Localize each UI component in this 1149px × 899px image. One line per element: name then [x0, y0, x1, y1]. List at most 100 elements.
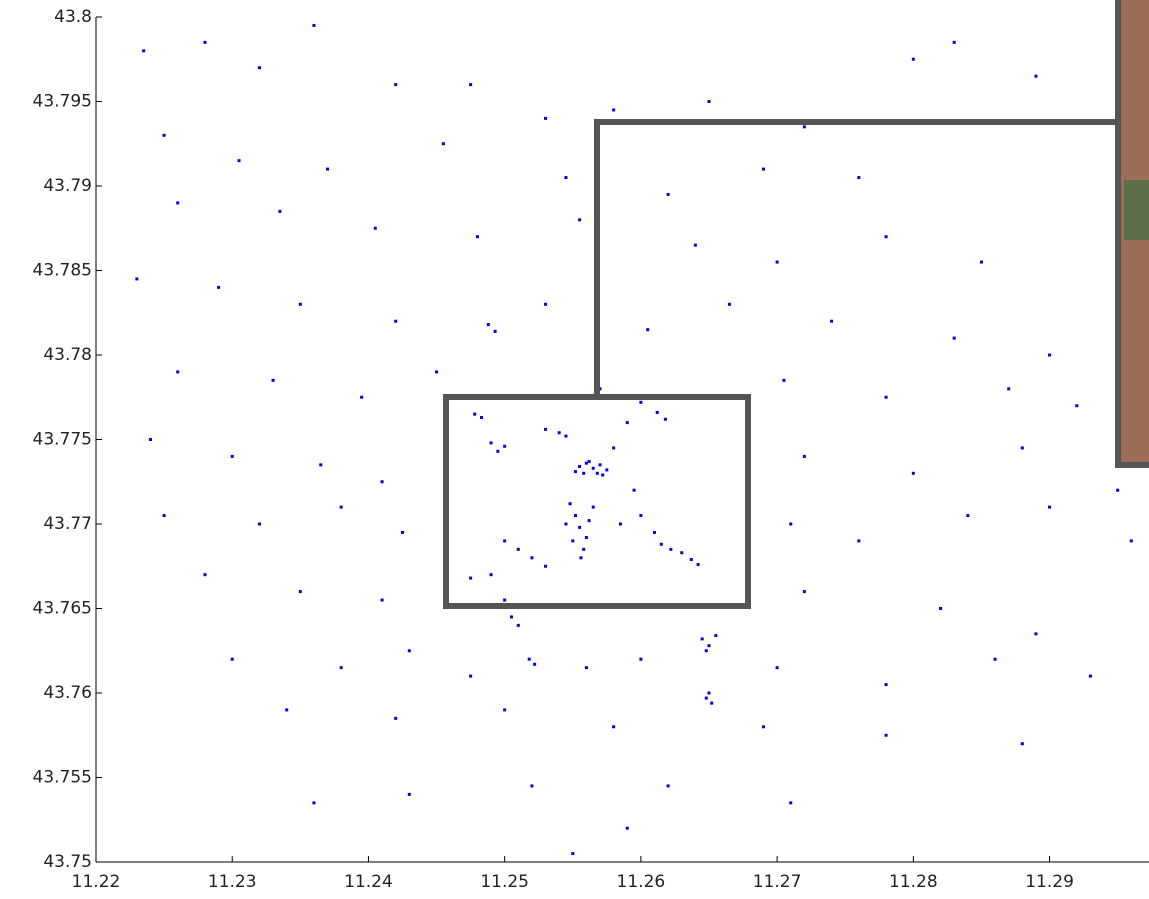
point	[1034, 75, 1037, 78]
point	[710, 702, 713, 705]
point	[1130, 539, 1133, 542]
point	[374, 227, 377, 230]
point	[639, 514, 642, 517]
point	[579, 556, 582, 559]
point	[708, 100, 711, 103]
point	[619, 523, 622, 526]
point	[319, 463, 322, 466]
point	[503, 599, 506, 602]
point	[558, 431, 561, 434]
point	[667, 193, 670, 196]
point	[533, 663, 536, 666]
x-tick-label: 11.22	[72, 872, 121, 892]
point	[592, 467, 595, 470]
y-tick-label: 43.8	[54, 7, 92, 27]
point	[564, 176, 567, 179]
point	[473, 413, 476, 416]
x-tick-label: 11.26	[617, 872, 666, 892]
point	[939, 607, 942, 610]
point	[340, 666, 343, 669]
point	[149, 438, 152, 441]
point	[496, 450, 499, 453]
point	[530, 556, 533, 559]
point	[528, 658, 531, 661]
point	[585, 666, 588, 669]
point	[701, 637, 704, 640]
point	[626, 421, 629, 424]
point	[588, 460, 591, 463]
point	[646, 328, 649, 331]
point	[789, 801, 792, 804]
point	[601, 473, 604, 476]
point	[231, 658, 234, 661]
point	[442, 142, 445, 145]
point	[762, 168, 765, 171]
point	[912, 58, 915, 61]
point	[585, 462, 588, 465]
point	[285, 708, 288, 711]
point	[708, 692, 711, 695]
point	[135, 277, 138, 280]
point	[680, 551, 683, 554]
x-tick-label: 11.25	[480, 872, 529, 892]
satellite-river	[1124, 180, 1149, 240]
point	[176, 370, 179, 373]
point	[574, 514, 577, 517]
point	[503, 708, 506, 711]
point	[394, 320, 397, 323]
point	[626, 827, 629, 830]
point	[578, 526, 581, 529]
point	[762, 725, 765, 728]
point	[408, 649, 411, 652]
point	[272, 379, 275, 382]
point	[980, 261, 983, 264]
point	[469, 675, 472, 678]
point	[885, 734, 888, 737]
point	[401, 531, 404, 534]
point	[530, 784, 533, 787]
point	[571, 852, 574, 855]
point	[487, 323, 490, 326]
point	[258, 66, 261, 69]
point	[690, 558, 693, 561]
point	[1021, 446, 1024, 449]
point	[857, 539, 860, 542]
point	[517, 624, 520, 627]
point	[480, 416, 483, 419]
point	[596, 472, 599, 475]
point	[782, 379, 785, 382]
y-tick-label: 43.78	[43, 345, 92, 365]
point	[544, 428, 547, 431]
connector-line	[597, 122, 1118, 397]
point	[163, 134, 166, 137]
y-tick-label: 43.75	[43, 852, 92, 872]
point	[1089, 675, 1092, 678]
point	[394, 83, 397, 86]
point	[517, 548, 520, 551]
point	[574, 470, 577, 473]
point	[217, 286, 220, 289]
point	[705, 697, 708, 700]
point	[667, 784, 670, 787]
y-tick-label: 43.76	[43, 683, 92, 703]
y-tick-label: 43.775	[33, 430, 92, 450]
point	[258, 523, 261, 526]
point	[1048, 354, 1051, 357]
point	[857, 176, 860, 179]
point	[639, 401, 642, 404]
point	[544, 303, 547, 306]
y-tick-label: 43.785	[33, 261, 92, 281]
point	[494, 330, 497, 333]
point	[203, 573, 206, 576]
point	[953, 337, 956, 340]
point	[605, 468, 608, 471]
point	[394, 717, 397, 720]
point	[578, 465, 581, 468]
point	[326, 168, 329, 171]
point	[953, 41, 956, 44]
point	[503, 539, 506, 542]
point	[885, 235, 888, 238]
point	[588, 519, 591, 522]
point	[578, 218, 581, 221]
x-tick-label: 11.28	[889, 872, 938, 892]
